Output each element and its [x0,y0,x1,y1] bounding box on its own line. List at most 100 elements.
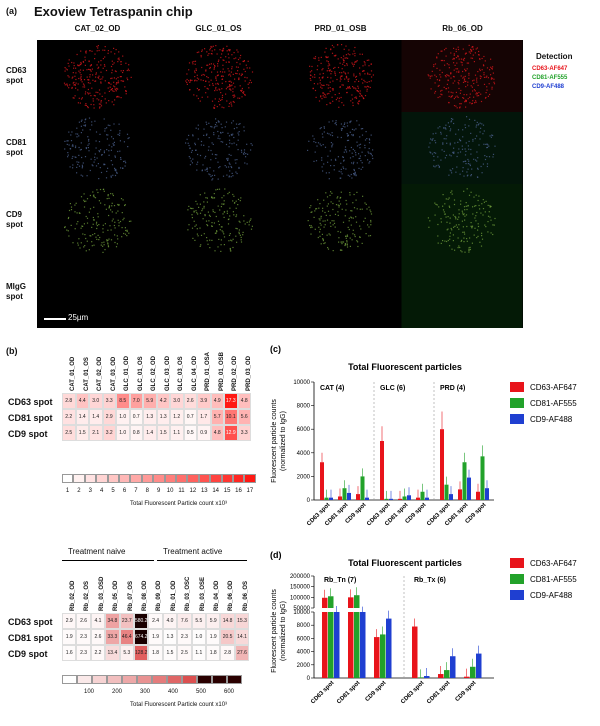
particle-dot [467,163,469,165]
particle-dot [72,164,74,166]
particle-dot [234,86,236,88]
particle-dot [203,201,205,203]
particle-dot [464,209,466,211]
particle-dot [311,65,313,68]
particle-dot [80,50,82,52]
heatmap-column-label: Rb_09_OD [156,580,163,611]
particle-dot [365,203,367,205]
particle-dot [447,74,449,76]
particle-dot [92,223,94,225]
particle-dot [350,210,352,212]
particle-dot [479,208,481,210]
particle-dot [214,154,216,156]
particle-dot [218,224,220,226]
particle-dot [229,248,231,250]
particle-dot [492,233,494,236]
particle-dot [98,49,100,52]
particle-dot [458,58,460,60]
particle-dot [456,95,458,97]
particle-dot [194,239,196,241]
particle-dot [122,70,124,72]
particle-dot [470,175,472,177]
bar [348,597,354,608]
particle-dot [322,84,324,86]
particle-dot [199,245,201,247]
particle-dot [486,86,488,88]
particle-dot [456,71,458,73]
particle-dot [64,148,66,150]
detection-item: CD63-AF647 [532,66,568,72]
particle-dot [203,128,205,130]
particle-dot [248,82,250,84]
image-background [401,256,523,328]
particle-dot [340,191,342,193]
particle-dot [492,134,494,137]
particle-dot [221,106,223,108]
heatmap-cell: 1.8 [206,645,221,661]
particle-dot [94,153,96,155]
heatmap-column-label: GLC_03_OD [164,355,171,391]
particle-dot [488,83,490,85]
particle-dot [333,55,335,57]
particle-dot [96,221,98,223]
particle-dot [319,73,321,75]
particle-dot [434,166,436,168]
particle-dot [207,225,209,227]
bar [338,496,342,500]
heatmap-cell: 1.4 [143,425,157,441]
particle-dot [339,86,341,88]
particle-dot [331,52,334,54]
particle-dot [239,123,241,125]
particle-dot [102,67,104,69]
particle-dot [433,165,435,167]
particle-dot [475,215,477,217]
particle-dot [227,223,230,225]
particle-dot [203,207,205,209]
particle-dot [122,199,124,201]
scale-tick: 10 [166,488,174,494]
particle-dot [204,169,206,171]
particle-dot [217,82,219,84]
particle-dot [244,76,246,78]
particle-dot [210,63,212,65]
particle-dot [462,212,464,214]
particle-dot [202,218,204,220]
heatmap-column-label: PRD_01_OSB [218,351,225,391]
particle-dot [468,148,470,150]
particle-dot [217,178,219,180]
particle-dot [110,149,112,151]
particle-dot [118,96,120,98]
particle-dot [104,204,106,206]
heatmap-cell: 20.5 [220,629,235,645]
particle-dot [229,84,231,86]
particle-dot [351,210,353,212]
particle-dot [466,171,468,173]
particle-dot [111,164,114,166]
particle-dot [476,81,478,83]
particle-dot [236,127,238,129]
particle-dot [229,170,231,172]
particle-dot [331,220,333,222]
particle-dot [76,223,78,225]
particle-dot [107,246,110,248]
particle-dot [117,210,119,212]
particle-dot [191,149,193,152]
particle-dot [450,170,452,172]
particle-dot [340,196,342,199]
particle-dot [464,127,467,129]
particle-dot [439,126,441,128]
heatmap-cell: 1.2 [170,409,184,425]
particle-dot [469,102,471,104]
particle-dot [369,139,371,141]
particle-dot [469,96,471,98]
particle-dot [341,72,343,74]
particle-dot [323,163,325,165]
particle-dot [472,100,474,102]
particle-dot [190,207,193,210]
particle-dot [322,144,324,146]
particle-dot [314,58,316,60]
bar [322,612,328,678]
particle-dot [454,142,456,144]
particle-dot [222,48,224,50]
particle-dot [126,133,129,135]
